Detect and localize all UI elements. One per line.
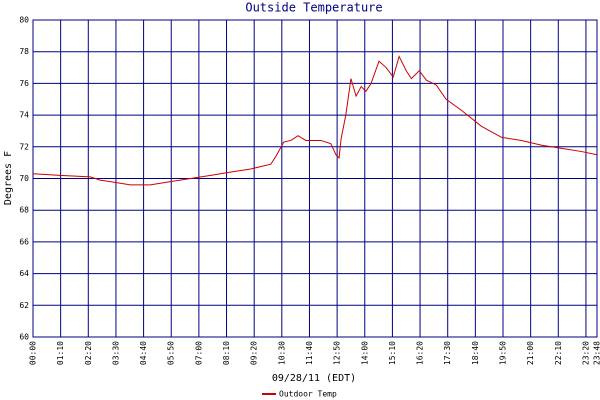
x-tick-label: 17:30 (443, 341, 452, 365)
x-tick-label: 05:50 (167, 341, 176, 365)
x-tick-label: 16:20 (416, 341, 425, 365)
x-tick-label: 11:40 (305, 341, 314, 365)
legend-label: Outdoor Temp (279, 390, 337, 399)
x-tick-label: 14:00 (360, 341, 369, 365)
x-tick-label: 08:10 (222, 341, 231, 365)
y-tick-label: 70 (19, 174, 29, 183)
x-tick-label: 09:20 (250, 341, 259, 365)
chart-title: Outside Temperature (245, 1, 382, 15)
x-tick-label: 23:20 (581, 341, 590, 365)
y-tick-label: 74 (19, 111, 29, 120)
y-tick-label: 78 (19, 47, 29, 56)
y-tick-label: 60 (19, 333, 29, 342)
y-tick-label: 80 (19, 16, 29, 25)
x-tick-label: 22:10 (554, 341, 563, 365)
x-tick-label: 00:00 (29, 341, 38, 365)
x-tick-label: 07:00 (194, 341, 203, 365)
y-tick-label: 62 (19, 301, 29, 310)
x-tick-label: 18:40 (471, 341, 480, 365)
y-tick-label: 72 (19, 142, 29, 151)
x-tick-label: 23:48 (593, 341, 600, 365)
x-axis-label: 09/28/11 (EDT) (272, 373, 356, 384)
y-axis-label: Degrees F (3, 151, 14, 205)
x-tick-label: 19:50 (499, 341, 508, 365)
x-tick-label: 21:00 (526, 341, 535, 365)
x-tick-label: 15:10 (388, 341, 397, 365)
x-tick-label: 01:10 (56, 341, 65, 365)
x-tick-label: 04:40 (139, 341, 148, 365)
line-series (32, 55, 598, 186)
x-tick-label: 02:20 (84, 341, 93, 365)
y-tick-label: 64 (19, 269, 29, 278)
x-tick-label: 10:30 (277, 341, 286, 365)
x-tick-label: 12:50 (333, 341, 342, 365)
y-tick-label: 66 (19, 237, 29, 246)
y-tick-label: 76 (19, 79, 29, 88)
y-tick-label: 68 (19, 206, 29, 215)
x-tick-label: 03:30 (111, 341, 120, 365)
